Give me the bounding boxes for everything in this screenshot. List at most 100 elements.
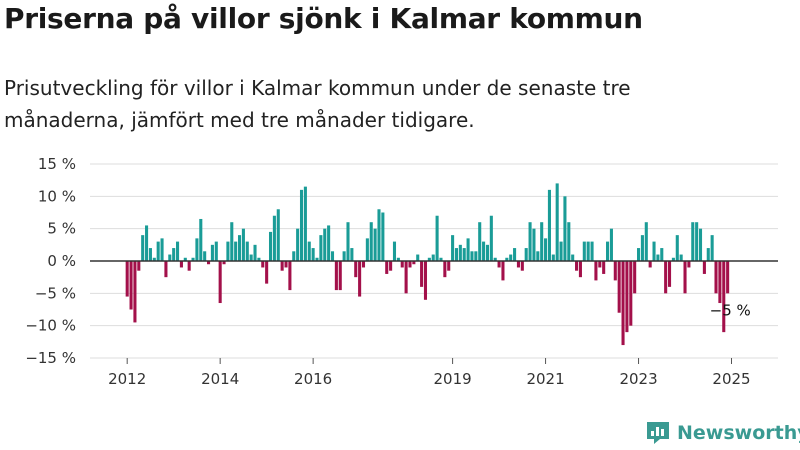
bar (718, 261, 722, 304)
bar (354, 261, 358, 278)
bar (141, 235, 145, 261)
bar (656, 254, 660, 261)
bar (710, 235, 714, 261)
bar (191, 257, 195, 261)
x-axis-ticks: 2012 2014 2016 2019 2021 2023 2025 (108, 358, 751, 388)
bar (474, 251, 478, 261)
bar (358, 261, 362, 297)
bar (210, 244, 214, 261)
x-tick-label: 2025 (712, 370, 750, 388)
x-tick-label: 2023 (619, 370, 657, 388)
bar (547, 189, 551, 261)
bar (168, 254, 172, 261)
bar (222, 261, 226, 265)
bar (361, 261, 366, 268)
bar (234, 241, 238, 261)
bar (540, 222, 544, 261)
bar (330, 251, 335, 261)
bar-chart: 15 %10 %5 %0 %−5 %−10 %−15 % 2012 2014 201… (25, 155, 778, 388)
bar (156, 241, 160, 261)
bar (501, 261, 505, 281)
y-tick-label: 15 % (38, 155, 76, 173)
bar (249, 254, 253, 261)
bar (327, 225, 331, 261)
bar (722, 261, 726, 333)
bar (470, 251, 474, 261)
bar (532, 228, 536, 261)
bar (373, 228, 377, 261)
bar (462, 248, 466, 261)
bar (148, 248, 152, 261)
bar (241, 228, 245, 261)
bar (563, 196, 567, 261)
bar (307, 241, 311, 261)
bar (265, 261, 269, 284)
x-tick-label: 2012 (108, 370, 146, 388)
bar (571, 254, 575, 261)
bar (412, 261, 416, 265)
bar (237, 235, 242, 261)
bar (691, 222, 695, 261)
bar (319, 235, 323, 261)
bar (598, 261, 602, 268)
bar (253, 244, 257, 261)
bar (125, 261, 129, 297)
bar (706, 248, 710, 261)
bar (726, 261, 730, 294)
bar (203, 251, 207, 261)
y-tick-label: 0 % (47, 252, 76, 270)
bar (145, 225, 149, 261)
bar (226, 241, 230, 261)
newsworthy-logo: Newsworthy (645, 420, 800, 446)
bar (586, 241, 590, 261)
bar (443, 261, 447, 278)
bar (497, 261, 501, 268)
bar (602, 261, 606, 274)
bar (160, 238, 164, 261)
brand-name: Newsworthy (677, 422, 800, 444)
bar (214, 241, 218, 261)
bar (640, 235, 644, 261)
y-tick-label: 10 % (38, 187, 76, 205)
bar (179, 261, 183, 268)
bar (195, 238, 199, 261)
bar (207, 261, 211, 265)
bar (509, 254, 513, 261)
bar (338, 261, 342, 291)
bar (408, 261, 412, 268)
bar (671, 257, 675, 261)
bar (299, 189, 304, 261)
bar (350, 248, 354, 261)
bar (296, 228, 300, 261)
bar (702, 261, 706, 274)
bar (559, 241, 563, 261)
bar (257, 257, 261, 261)
y-tick-label: −15 % (25, 349, 76, 367)
bar (606, 241, 610, 261)
bar (648, 261, 652, 268)
bar (346, 222, 350, 261)
bar (458, 244, 462, 261)
bar (613, 261, 617, 281)
bar (268, 231, 273, 261)
bar (303, 186, 307, 261)
bar (513, 248, 517, 261)
bar (590, 241, 594, 261)
bar (315, 257, 319, 261)
bar (187, 261, 191, 271)
bar (423, 261, 428, 300)
bar (431, 254, 435, 261)
bar (218, 261, 222, 304)
bar (396, 257, 400, 261)
bar (439, 257, 443, 261)
bar (137, 261, 141, 271)
bar (493, 257, 497, 261)
bar (404, 261, 408, 294)
bars (125, 183, 730, 346)
bar (129, 261, 133, 310)
bar (420, 261, 424, 287)
bar (435, 215, 439, 261)
bar (482, 241, 486, 261)
bar (625, 261, 629, 333)
bar (261, 261, 265, 268)
